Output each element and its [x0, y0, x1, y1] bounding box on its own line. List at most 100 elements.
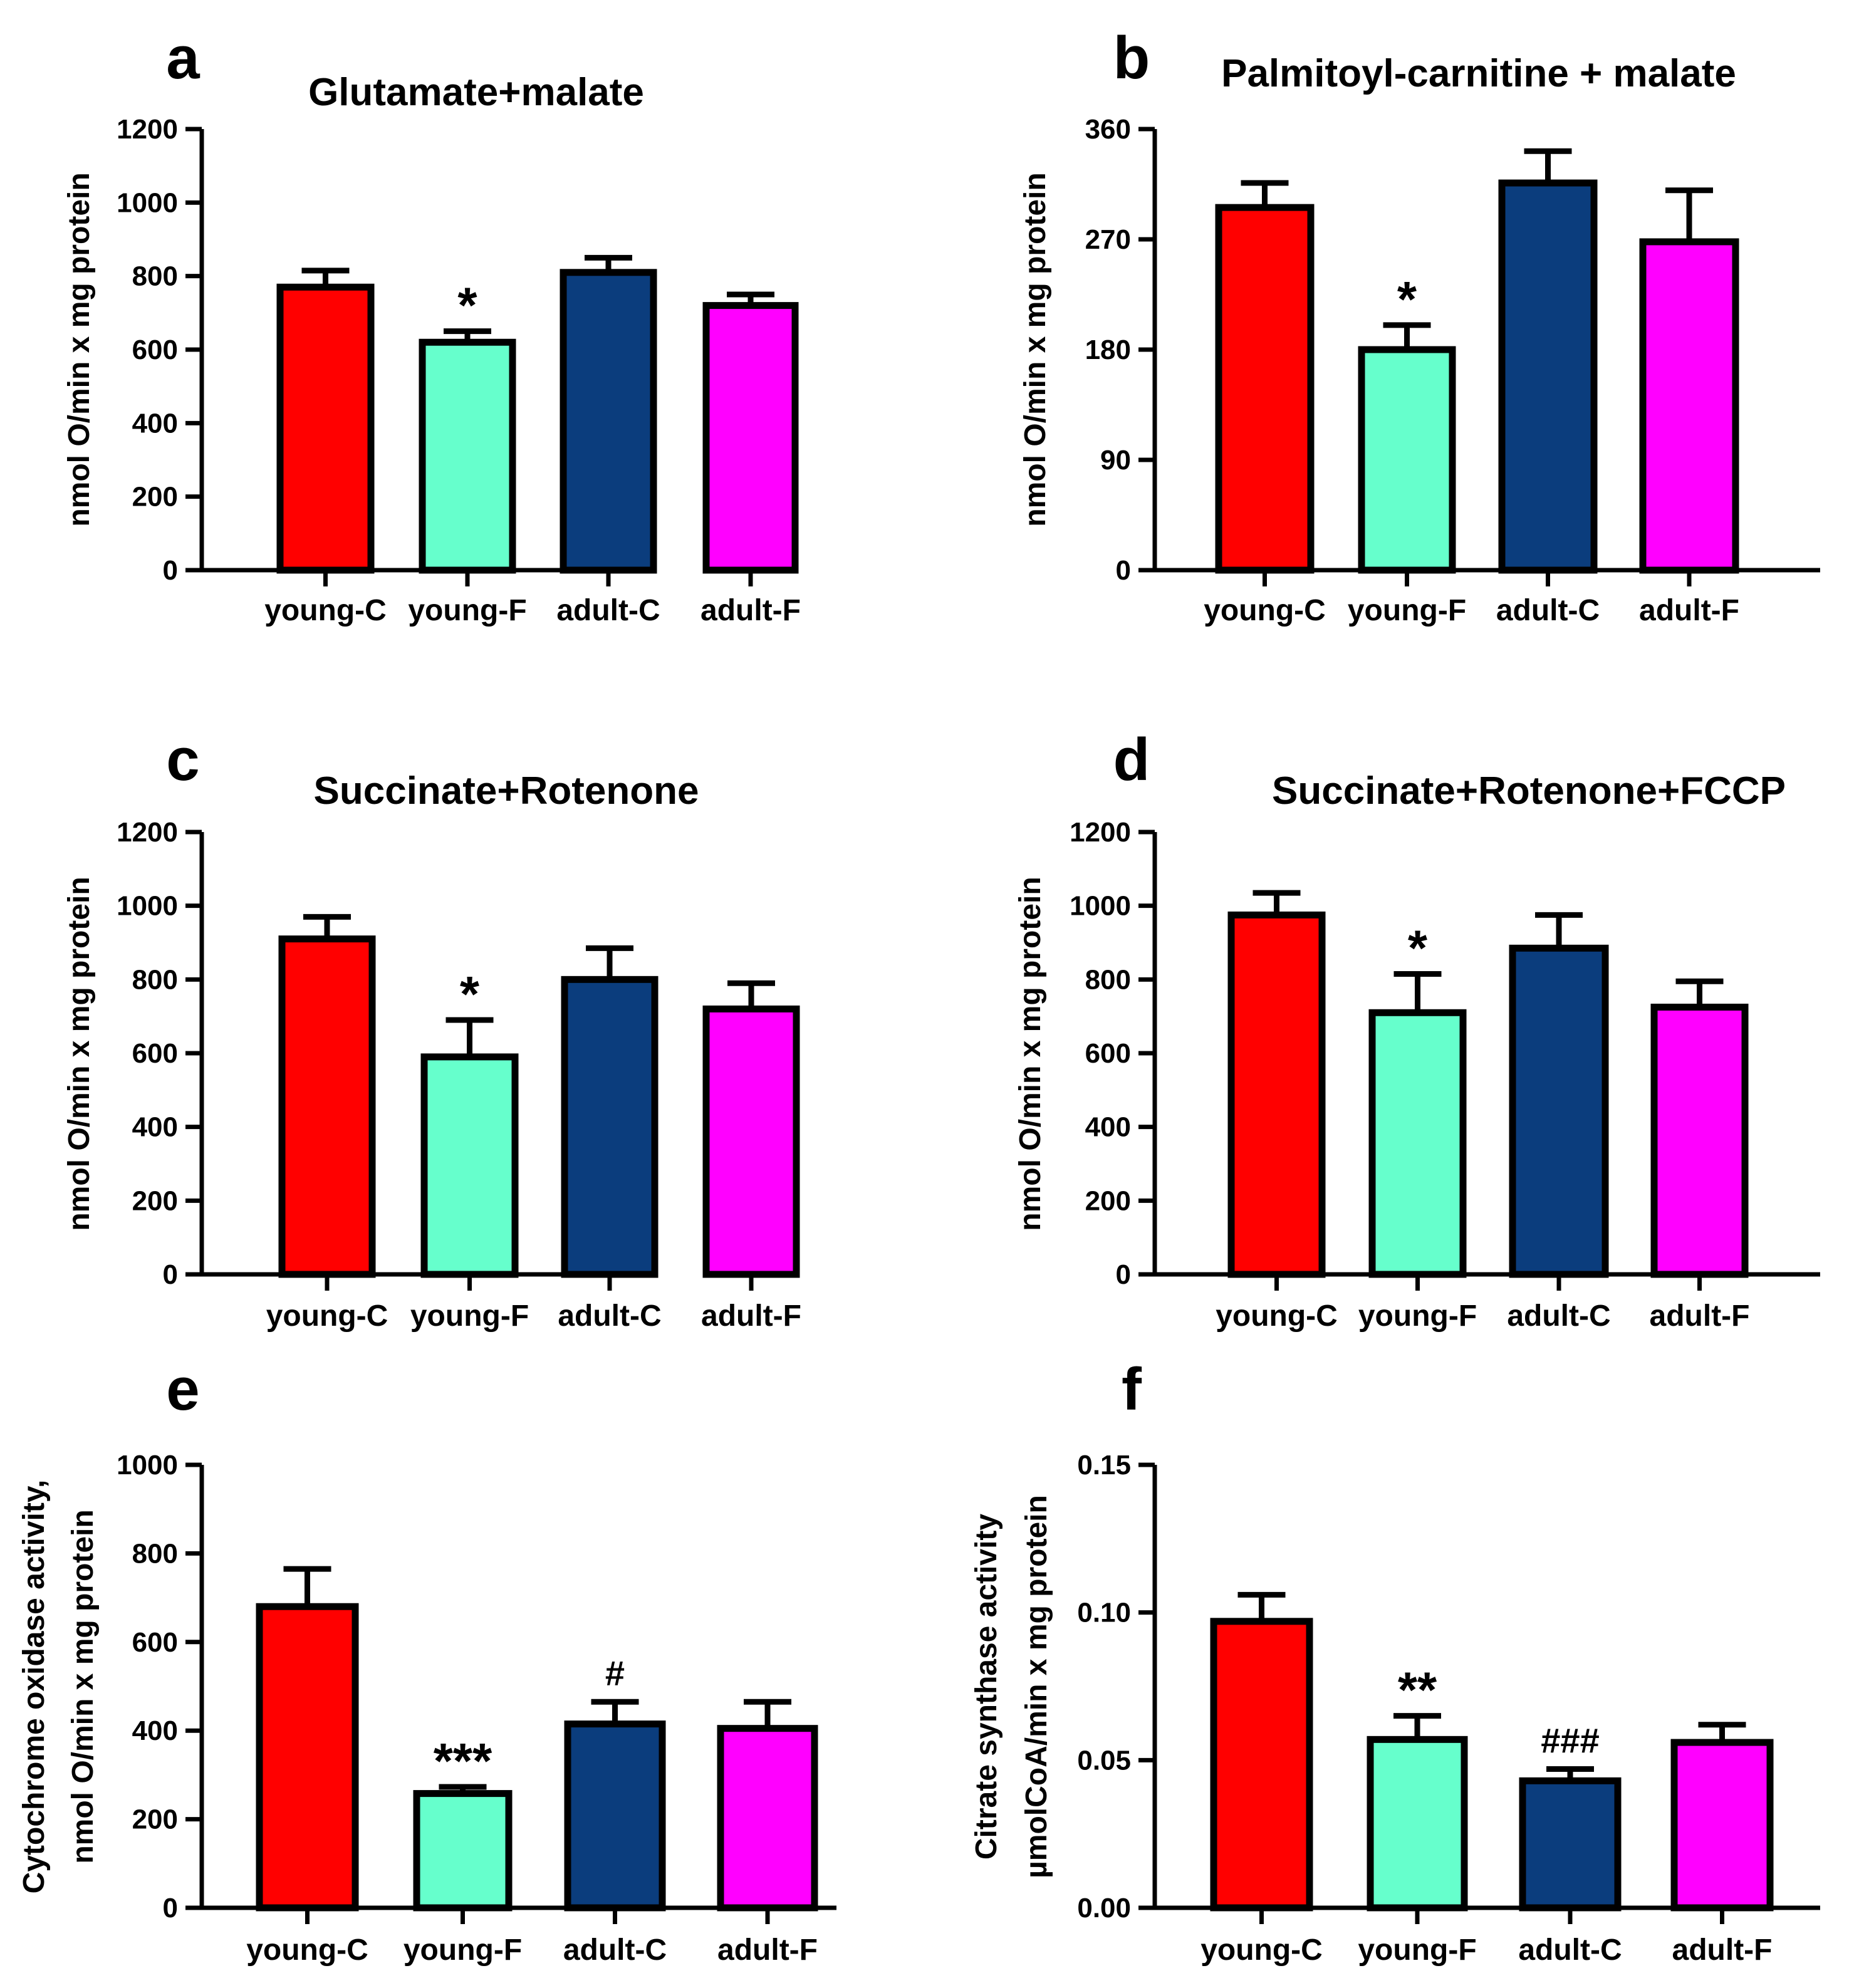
panel-letter-b: b: [1113, 24, 1150, 91]
y-tick-label: 800: [132, 1538, 178, 1569]
y-tick-label: 800: [1085, 964, 1131, 995]
x-tick-label: young-F: [410, 1299, 529, 1333]
x-tick-label: young-F: [404, 1933, 522, 1967]
bar-young-C: [1210, 1618, 1313, 1912]
x-tick-label: adult-F: [717, 1933, 818, 1967]
chart-title: Succinate+Rotenone+FCCP: [1272, 769, 1786, 813]
bar-adult-F: [702, 1005, 800, 1278]
y-tick-label: 1000: [117, 187, 178, 218]
panel-letter-f: f: [1122, 1356, 1142, 1423]
x-tick-label: adult-F: [1650, 1299, 1750, 1333]
x-tick-label: young-F: [1348, 594, 1466, 627]
y-tick-label: 400: [1085, 1112, 1131, 1143]
significance-marker: *: [1408, 920, 1428, 976]
bar-adult-F: [717, 1725, 818, 1912]
significance-marker: ***: [434, 1733, 492, 1789]
y-axis-label-line2: µmolCoA/min x mg protein: [1020, 1495, 1053, 1878]
x-tick-label: adult-C: [1518, 1933, 1622, 1967]
bar-adult-F: [702, 302, 799, 574]
significance-marker: *: [457, 278, 477, 333]
y-tick-label: 90: [1100, 445, 1131, 476]
bar-young-C: [256, 1603, 359, 1912]
y-axis-label: nmol O/min x mg protein: [1014, 877, 1047, 1231]
y-tick-label: 200: [132, 1804, 178, 1835]
chart-title: Succinate+Rotenone: [314, 769, 699, 813]
y-tick-label: 0: [163, 1259, 178, 1290]
panel-letter-d: d: [1113, 726, 1150, 793]
x-tick-label: adult-C: [563, 1933, 667, 1967]
x-tick-label: adult-C: [558, 1299, 661, 1333]
y-tick-label: 600: [132, 335, 178, 365]
y-tick-label: 600: [132, 1038, 178, 1069]
x-tick-label: young-C: [246, 1933, 368, 1967]
bar-adult-C: [560, 269, 657, 574]
x-tick-label: young-F: [1358, 1933, 1476, 1967]
x-tick-label: young-C: [266, 1299, 388, 1333]
bar-young-C: [1215, 204, 1315, 574]
bar-adult-C: [1519, 1777, 1622, 1912]
y-axis-label-line2: nmol O/min x mg protein: [66, 1509, 100, 1863]
y-tick-label: 1000: [117, 1450, 178, 1481]
y-tick-label: 400: [132, 1112, 178, 1143]
y-tick-label: 800: [132, 261, 178, 292]
significance-marker: *: [460, 966, 480, 1022]
y-tick-label: 800: [132, 964, 178, 995]
x-tick-label: adult-C: [1507, 1299, 1610, 1333]
x-tick-label: young-F: [408, 594, 526, 627]
y-tick-label: 1000: [117, 891, 178, 922]
x-tick-label: adult-F: [1672, 1933, 1773, 1967]
x-tick-label: adult-F: [1639, 594, 1739, 627]
y-tick-label: 200: [1085, 1185, 1131, 1216]
panel-letter-a: a: [166, 24, 200, 91]
y-tick-label: 0.15: [1077, 1450, 1131, 1481]
bar-young-C: [278, 935, 376, 1278]
bar-adult-C: [1509, 944, 1609, 1278]
bar-young-F: [413, 1790, 513, 1912]
y-tick-label: 0.00: [1077, 1893, 1131, 1923]
bar-young-F: [419, 338, 516, 574]
chart-title: Palmitoyl-carnitine + malate: [1221, 52, 1736, 95]
y-tick-label: 200: [132, 1185, 178, 1216]
bar-young-F: [1358, 346, 1456, 574]
y-axis-label: nmol O/min x mg protein: [63, 172, 96, 526]
x-tick-label: young-C: [1216, 1299, 1338, 1333]
significance-marker: #: [605, 1653, 625, 1693]
bar-adult-C: [561, 976, 659, 1278]
bar-young-F: [420, 1053, 519, 1278]
y-tick-label: 600: [132, 1627, 178, 1658]
y-tick-label: 0.05: [1077, 1745, 1131, 1776]
y-axis-label: Citrate synthase activity: [970, 1514, 1003, 1860]
y-tick-label: 0.10: [1077, 1598, 1131, 1628]
bar-adult-F: [1650, 1003, 1749, 1278]
bar-young-C: [276, 283, 375, 574]
x-tick-label: adult-C: [1496, 594, 1600, 627]
y-tick-label: 0: [163, 555, 178, 586]
x-tick-label: young-C: [264, 594, 387, 627]
x-tick-label: young-C: [1204, 594, 1326, 627]
bar-young-F: [1368, 1009, 1467, 1278]
y-tick-label: 180: [1085, 335, 1131, 365]
y-tick-label: 0: [1116, 1259, 1131, 1290]
y-tick-label: 270: [1085, 224, 1131, 255]
y-tick-label: 0: [163, 1893, 178, 1923]
y-axis-label: nmol O/min x mg protein: [1019, 172, 1052, 526]
significance-marker: ###: [1541, 1720, 1599, 1760]
y-tick-label: 400: [132, 1715, 178, 1746]
significance-marker: **: [1398, 1662, 1437, 1718]
bar-adult-C: [564, 1720, 666, 1912]
y-tick-label: 1200: [117, 114, 178, 145]
bar-young-F: [1367, 1736, 1468, 1912]
y-tick-label: 200: [132, 482, 178, 513]
x-tick-label: adult-C: [556, 594, 660, 627]
x-tick-label: young-F: [1358, 1299, 1477, 1333]
chart-title: Glutamate+malate: [308, 71, 644, 114]
y-tick-label: 600: [1085, 1038, 1131, 1069]
y-axis-label: Cytochrome oxidase activity,: [18, 1480, 51, 1894]
panel-letter-c: c: [166, 726, 199, 793]
panel-letter-e: e: [166, 1356, 199, 1423]
x-tick-label: young-C: [1200, 1933, 1323, 1967]
y-tick-label: 400: [132, 408, 178, 439]
bar-adult-F: [1670, 1739, 1774, 1912]
y-tick-label: 1200: [1070, 817, 1131, 848]
